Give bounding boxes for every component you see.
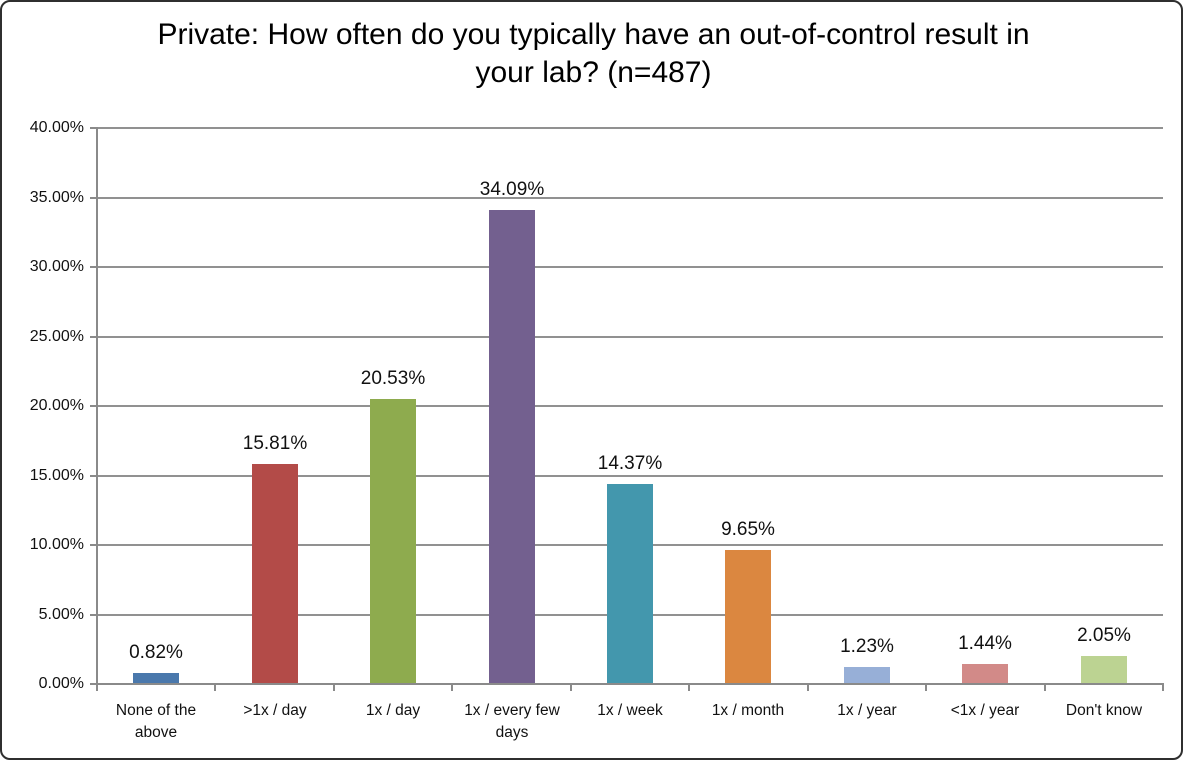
y-axis-tick [90,475,97,477]
y-axis-line [96,127,98,690]
bar-value-label-1x-year: 1.23% [840,636,894,657]
bar-none-of-the-above [133,673,179,683]
bar-value-label-1x-every-few-days: 34.09% [479,179,545,200]
bar-don-t-know [1081,656,1127,683]
bar-1x-day [252,464,298,683]
bar-1x-day [370,399,416,683]
x-axis-tick [333,684,335,691]
y-axis-tick-label: 25.00% [29,328,84,345]
gridline-30.00% [97,266,1163,268]
y-axis-tick [90,336,97,338]
gridline-20.00% [97,405,1163,407]
y-axis-tick-label: 5.00% [38,606,84,623]
bar-value-label-1x-year: 1.44% [958,633,1012,654]
y-axis-tick-label: 15.00% [29,467,84,484]
y-axis-tick-label: 10.00% [29,536,84,553]
y-axis-tick [90,266,97,268]
y-axis-tick [90,405,97,407]
y-axis-tick-label: 30.00% [29,258,84,275]
bar-value-label-1x-day: 20.53% [360,368,426,389]
x-axis-category-label-1x-year: 1x / year [837,702,897,719]
y-axis-tick [90,544,97,546]
x-axis-tick [96,684,98,691]
bar-1x-week [607,484,653,683]
y-axis-tick-label: 35.00% [29,189,84,206]
gridline-15.00% [97,475,1163,477]
y-axis-tick [90,683,97,685]
y-axis-tick [90,127,97,129]
x-axis-category-label-1x-month: 1x / month [711,702,785,719]
gridline-35.00% [97,197,1163,199]
bar-1x-year [844,667,890,683]
x-axis-tick [688,684,690,691]
x-axis-line [96,683,1164,685]
bar-value-label-1x-month: 9.65% [721,519,775,540]
x-axis-tick [214,684,216,691]
x-axis-category-label-don-t-know: Don't know [1065,702,1143,719]
x-axis-category-label-1x-week: 1x / week [597,702,663,719]
x-axis-category-label-1x-every-few-days: 1x / every few days [464,702,560,741]
y-axis-tick-label: 40.00% [29,119,84,136]
y-axis-tick-label: 20.00% [29,397,84,414]
bar-value-label-don-t-know: 2.05% [1077,625,1131,646]
bar-value-label-1x-week: 14.37% [597,453,663,474]
x-axis-tick [1044,684,1046,691]
x-axis-tick [925,684,927,691]
bar-1x-month [725,550,771,683]
x-axis-tick [570,684,572,691]
x-axis-tick [1162,684,1164,691]
x-axis-tick [451,684,453,691]
gridline-25.00% [97,336,1163,338]
y-axis-tick-label: 0.00% [38,675,84,692]
x-axis-category-label-none-of-the-above: None of the above [115,702,197,741]
y-axis-tick [90,614,97,616]
gridline-40.00% [97,127,1163,129]
x-axis-category-label-1x-day: 1x / day [365,702,421,719]
x-axis-category-label-1x-year: <1x / year [950,702,1020,719]
bar-value-label-1x-day: 15.81% [242,433,308,454]
y-axis-tick [90,197,97,199]
x-axis-category-label-1x-day: >1x / day [243,702,307,719]
x-axis-tick [807,684,809,691]
bar-1x-every-few-days [489,210,535,683]
bar-value-label-none-of-the-above: 0.82% [129,642,183,663]
bar-1x-year [962,664,1008,683]
chart-title: Private: How often do you typically have… [157,18,1030,90]
